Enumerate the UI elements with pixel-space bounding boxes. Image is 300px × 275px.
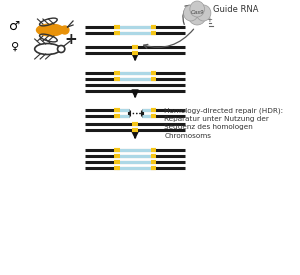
- Circle shape: [184, 5, 198, 21]
- Text: +: +: [65, 32, 78, 48]
- Ellipse shape: [61, 26, 69, 34]
- Text: Cas9: Cas9: [190, 10, 204, 15]
- Text: ♀: ♀: [11, 42, 19, 52]
- Ellipse shape: [37, 24, 64, 36]
- Ellipse shape: [58, 45, 65, 53]
- Circle shape: [188, 5, 206, 25]
- Text: Homology-directed repair (HDR):
Reparatur unter Nutzung der
Sequenz des homologe: Homology-directed repair (HDR): Reparatu…: [164, 107, 284, 139]
- Circle shape: [190, 1, 205, 17]
- Circle shape: [196, 5, 211, 21]
- FancyArrowPatch shape: [144, 29, 194, 48]
- Text: +: +: [206, 17, 212, 23]
- Ellipse shape: [35, 43, 60, 54]
- Text: ♂: ♂: [9, 20, 20, 32]
- FancyArrowPatch shape: [183, 6, 189, 24]
- Text: Guide RNA: Guide RNA: [213, 6, 258, 15]
